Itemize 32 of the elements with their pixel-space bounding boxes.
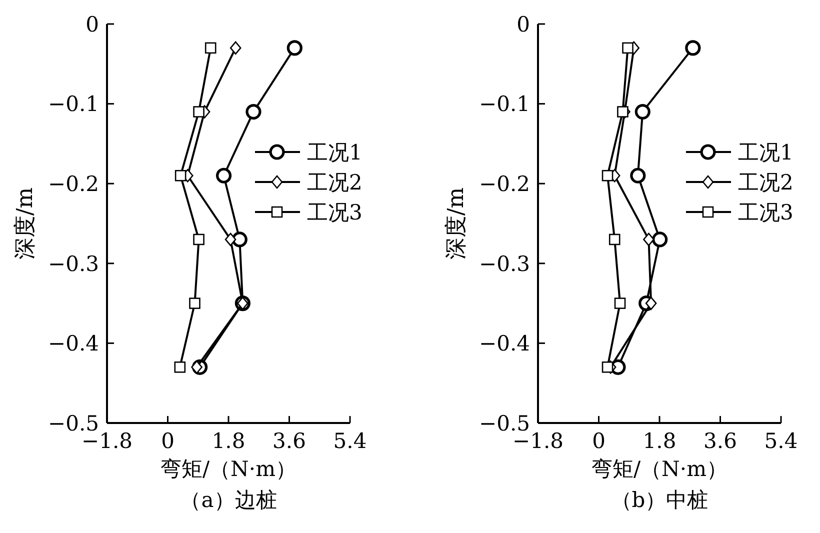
x-tick-label: 5.4 xyxy=(764,429,798,453)
x-axis-title: 弯矩/（N·m） xyxy=(591,457,728,481)
y-tick-label: −0.1 xyxy=(48,92,99,116)
y-tick-label: −0.2 xyxy=(48,172,99,196)
x-tick-label: 1.8 xyxy=(212,429,246,453)
legend-label: 工况1 xyxy=(738,140,794,164)
y-tick-label: −0.1 xyxy=(479,92,530,116)
y-tick-label: −0.3 xyxy=(48,252,99,276)
legend-label: 工况3 xyxy=(307,200,362,224)
legend-label: 工况1 xyxy=(307,140,362,164)
legend-label: 工况2 xyxy=(738,170,794,194)
y-tick-label: 0 xyxy=(86,12,99,36)
y-tick-label: −0.4 xyxy=(479,332,530,356)
y-tick-label: 0 xyxy=(516,12,530,36)
y-axis-title: 深度/m xyxy=(13,187,38,260)
x-axis-title: 弯矩/（N·m） xyxy=(160,457,297,481)
y-tick-label: −0.5 xyxy=(479,411,530,436)
x-tick-label: 0 xyxy=(161,429,174,453)
text: （a）边桩 xyxy=(180,488,277,512)
y-tick-label: −0.2 xyxy=(479,172,530,196)
legend-label: 工况2 xyxy=(307,170,362,194)
x-tick-label: 3.6 xyxy=(272,429,306,453)
x-tick-label: 5.4 xyxy=(333,429,367,453)
y-tick-label: −0.5 xyxy=(48,411,99,436)
x-tick-label: 3.6 xyxy=(704,429,737,453)
y-tick-label: −0.4 xyxy=(48,332,99,356)
legend-label: 工况3 xyxy=(738,200,794,224)
y-axis-title: 深度/m xyxy=(444,187,469,260)
y-tick-label: −0.3 xyxy=(479,252,530,276)
x-tick-label: 0 xyxy=(592,429,606,453)
x-tick-label: 1.8 xyxy=(642,429,676,453)
text: （b）中桩 xyxy=(610,488,708,512)
